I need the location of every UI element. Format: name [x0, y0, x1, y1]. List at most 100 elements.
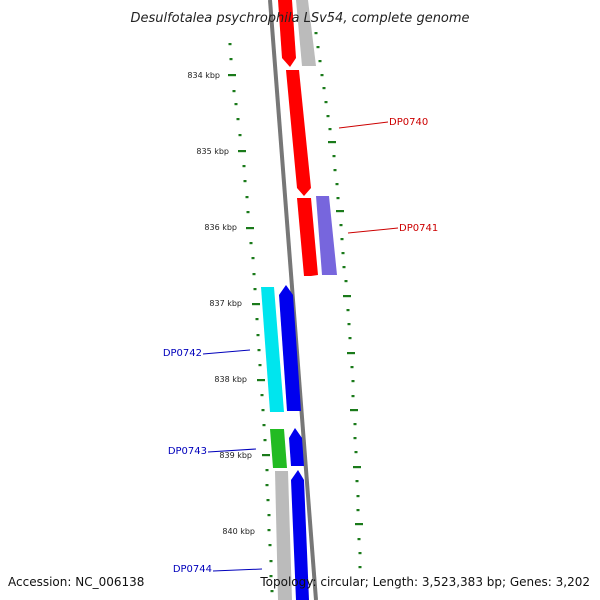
gene-feature-red-1[interactable]: [278, 0, 296, 67]
gc-dot-right: [343, 295, 351, 298]
gc-dot-right: [328, 141, 336, 144]
gc-dot-right: [316, 46, 320, 49]
gc-dot-right: [354, 451, 358, 454]
gc-dot-right: [356, 509, 360, 512]
gc-dot-right: [326, 115, 330, 118]
gc-dot-left: [268, 544, 272, 547]
accession-text: Accession: NC_006138: [8, 575, 144, 589]
tick-label: 835 kbp: [196, 147, 229, 156]
gc-dot-right: [355, 480, 359, 483]
gc-dot-right: [353, 466, 361, 469]
gc-dot-left: [228, 74, 236, 77]
gc-dot-right: [341, 252, 345, 255]
gc-dot-right: [324, 101, 328, 104]
tick-label: 836 kbp: [204, 223, 237, 232]
gc-dot-right: [332, 155, 336, 158]
gc-dot-right: [335, 183, 339, 186]
gene-labels: DP0740 DP0741 DP0742 DP0743 DP0744: [163, 117, 438, 575]
gc-dot-right: [340, 238, 344, 241]
gc-dot-left: [234, 103, 238, 106]
gc-dot-left: [242, 165, 246, 168]
gc-dot-left: [258, 364, 262, 367]
gc-dot-left: [228, 43, 232, 46]
tick-label: 840 kbp: [222, 527, 255, 536]
gc-dot-left: [262, 424, 266, 427]
gc-dot-right: [353, 423, 357, 426]
gc-dot-right: [350, 366, 354, 369]
gc-dot-right: [339, 224, 343, 227]
gc-dot-right: [314, 32, 318, 35]
gene-label[interactable]: DP0741: [399, 223, 438, 234]
gc-dot-left: [270, 590, 274, 593]
gc-dot-right: [348, 337, 352, 340]
gene-feature-purple-1[interactable]: [316, 196, 337, 275]
gc-dot-left: [267, 514, 271, 517]
gene-feature-red-dp0741[interactable]: [297, 198, 318, 276]
gc-content-track: [228, 32, 363, 593]
gene-feature-blue-2[interactable]: [289, 428, 304, 466]
gc-dot-right: [344, 280, 348, 283]
gene-label[interactable]: DP0742: [163, 348, 202, 359]
gc-dot-right: [336, 197, 340, 200]
gc-dot-left: [249, 242, 253, 245]
gc-dot-left: [263, 439, 267, 442]
gc-dot-left: [262, 454, 270, 457]
gene-feature-blue-dp0744[interactable]: [291, 470, 309, 600]
gc-dot-left: [252, 303, 260, 306]
tick-label: 834 kbp: [187, 71, 220, 80]
gc-dot-right: [320, 74, 324, 77]
gc-dot-left: [246, 211, 250, 214]
gc-dot-left: [255, 318, 259, 321]
gc-dot-right: [350, 409, 358, 412]
gc-dot-left: [238, 134, 242, 137]
gc-dot-left: [257, 349, 261, 352]
gene-label[interactable]: DP0740: [389, 117, 428, 128]
gc-dot-right: [355, 523, 363, 526]
gc-dot-left: [238, 150, 246, 153]
gc-dot-left: [269, 575, 273, 578]
tick-label: 839 kbp: [219, 451, 252, 460]
gc-dot-left: [261, 409, 265, 412]
gene-label-leader: [338, 121, 389, 129]
gc-dot-right: [347, 323, 351, 326]
gc-dot-right: [351, 395, 355, 398]
gene-label-leader: [202, 349, 251, 355]
gc-dot-left: [266, 499, 270, 502]
gc-dot-left: [257, 379, 265, 382]
gc-dot-right: [351, 380, 355, 383]
gene-label[interactable]: DP0743: [168, 446, 207, 457]
gene-label-leader: [207, 448, 257, 453]
gene-feature-cyan-dp0742[interactable]: [261, 287, 284, 412]
gene-feature-gray-2[interactable]: [275, 471, 292, 600]
gene-feature-gray-1[interactable]: [296, 0, 316, 66]
gc-dot-left: [260, 394, 264, 397]
gene-feature-green-dp0743[interactable]: [270, 429, 287, 468]
gc-dot-left: [267, 529, 271, 532]
gc-dot-right: [353, 437, 357, 440]
gc-dot-right: [347, 352, 355, 355]
gc-dot-left: [232, 90, 236, 93]
gene-feature-blue-1[interactable]: [279, 285, 301, 411]
gc-dot-right: [358, 552, 362, 555]
gene-feature-red-dp0740[interactable]: [286, 70, 311, 196]
coordinate-ticks: 834 kbp 835 kbp 836 kbp 837 kbp 838 kbp 839 k…: [187, 71, 255, 536]
feature-track: [261, 0, 337, 600]
gene-label[interactable]: DP0744: [173, 564, 212, 575]
gc-dot-right: [328, 128, 332, 131]
gc-dot-left: [251, 257, 255, 260]
gc-dot-right: [322, 87, 326, 90]
gc-dot-left: [229, 58, 233, 61]
gc-dot-right: [358, 566, 362, 569]
tick-label: 838 kbp: [214, 375, 247, 384]
gc-dot-left: [245, 196, 249, 199]
gc-dot-left: [252, 273, 256, 276]
gc-dot-right: [342, 266, 346, 269]
gene-label-leader: [347, 227, 399, 234]
topology-text: Topology: circular; Length: 3,523,383 bp…: [259, 575, 590, 589]
map-title: Desulfotalea psychrophila LSv54, complet…: [130, 11, 469, 26]
gc-dot-left: [243, 180, 247, 183]
gc-dot-left: [265, 484, 269, 487]
gc-dot-left: [253, 288, 257, 291]
gc-dot-right: [356, 495, 360, 498]
